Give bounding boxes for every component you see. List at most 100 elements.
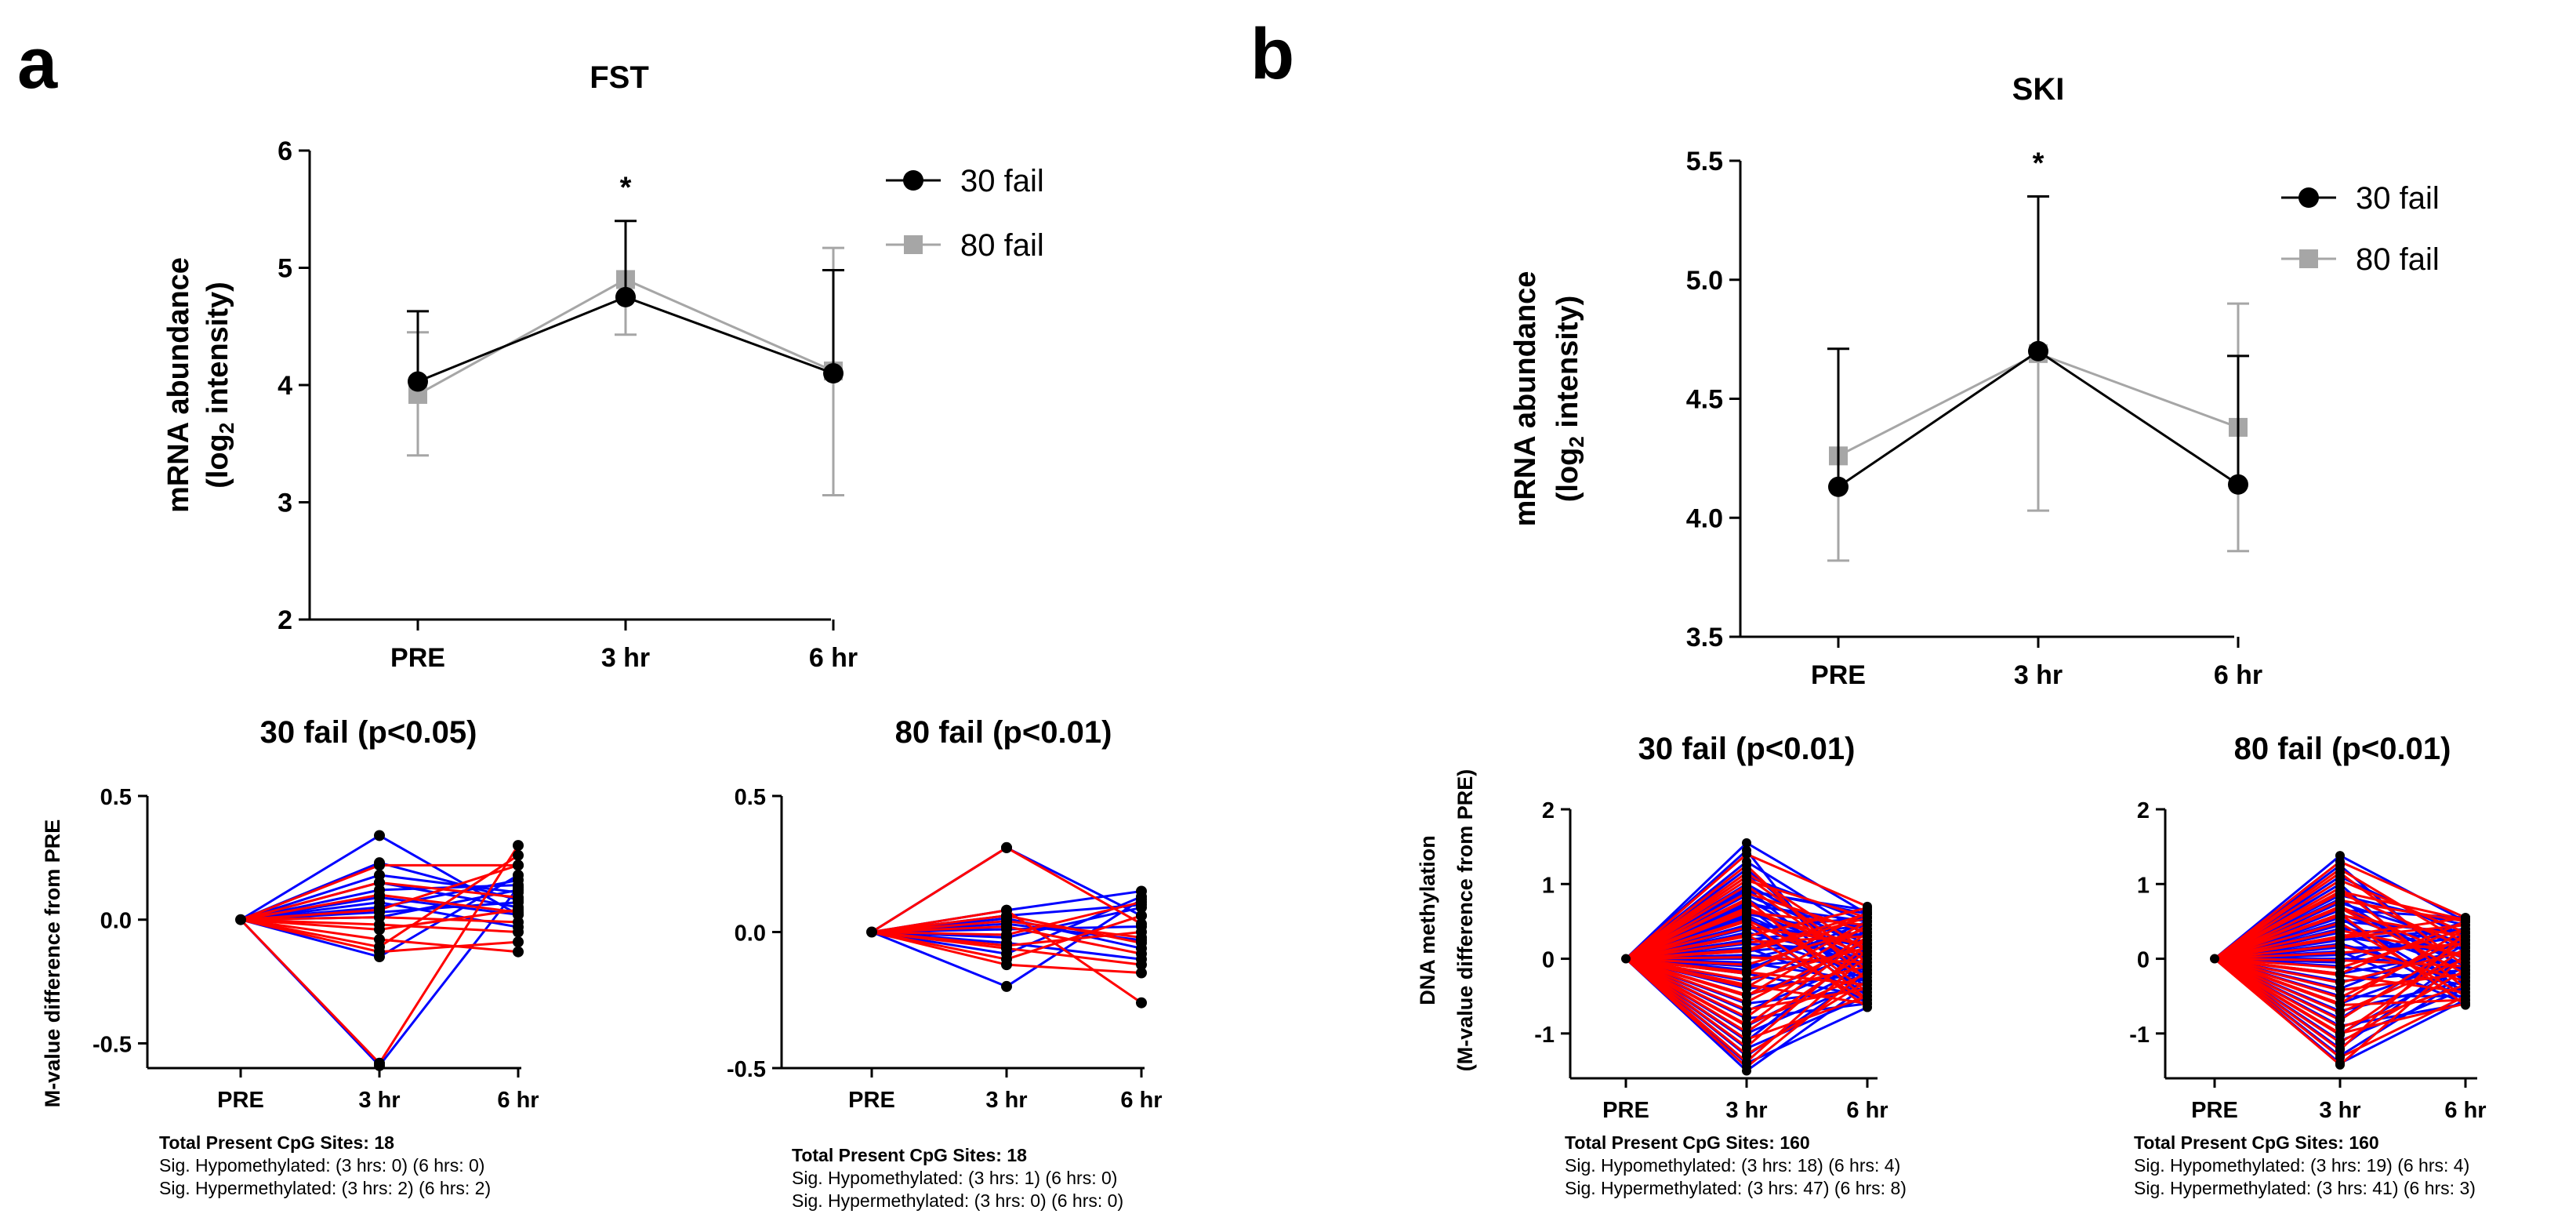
cpg-point [2335, 875, 2345, 885]
legend-label-80-fail: 80 fail [2356, 242, 2440, 277]
cpg-point [2335, 1008, 2345, 1018]
cpg-point [1742, 969, 1751, 979]
y-tick-label: 5.0 [1686, 266, 1723, 296]
cpg-point [1136, 967, 1147, 979]
cpg-point [1863, 920, 1872, 930]
cpg-point [1742, 1012, 1751, 1022]
cpg-point [1136, 937, 1147, 949]
chart-title: 80 fail (p<0.01) [895, 715, 1112, 750]
cpg-point [1863, 976, 1872, 987]
cpg-point [374, 859, 385, 871]
cpg-point [1742, 838, 1751, 848]
chart-title: FST [590, 60, 649, 95]
cpg-point [1136, 959, 1147, 971]
y-axis-label: mRNA abundance [1509, 271, 1542, 527]
notes-hypermethylated: Sig. Hypermethylated: (3 hrs: 2) (6 hrs:… [159, 1178, 491, 1198]
cpg-point [1742, 1041, 1751, 1052]
legend-label-30-fail: 30 fail [2356, 181, 2440, 216]
cpg-point [513, 936, 524, 948]
pre-point [2210, 954, 2219, 964]
y-tick-label: -0.5 [93, 1032, 132, 1057]
cpg-point [2335, 1045, 2345, 1055]
cpg-point [1863, 950, 1872, 960]
cpg-point [2461, 924, 2470, 934]
y-axis-label-units: (log2 intensity) [201, 282, 238, 489]
x-tick-label: 3 hr [1725, 1098, 1767, 1123]
data-point-circle [823, 363, 844, 384]
cpg-point [1742, 1034, 1751, 1045]
cpg-point [2335, 909, 2345, 919]
cpg-point [1136, 948, 1147, 960]
notes-hypomethylated: Sig. Hypomethylated: (3 hrs: 1) (6 hrs: … [792, 1168, 1117, 1188]
data-point-circle [2228, 474, 2248, 495]
cpg-point [374, 1057, 385, 1069]
cpg-point [1863, 965, 1872, 975]
cpg-point [1742, 894, 1751, 904]
y-axis-label: mRNA abundance [162, 257, 195, 513]
cpg-point [1742, 1005, 1751, 1015]
y-tick-label: 1 [1542, 873, 1555, 898]
cpg-point [1863, 958, 1872, 968]
notes-hypermethylated: Sig. Hypermethylated: (3 hrs: 41) (6 hrs… [2134, 1178, 2476, 1198]
cpg-point [1863, 998, 1872, 1008]
cpg-point [513, 859, 524, 871]
chart-ski: SKI 3.5 4.0 4.5 5.0 5.5 PRE 3 hr 6 hr mRNA abunda… [1509, 72, 2440, 690]
cpg-point [1001, 910, 1012, 921]
cpg-point [1863, 931, 1872, 941]
chart-fst-30-fail: 30 fail (p<0.05) 0.5 0.0 -0.5 PRE 3 hr 6 hr M-v… [41, 715, 539, 1198]
pre-point [866, 926, 877, 938]
y-axis-label-units: (log2 intensity) [1551, 296, 1588, 503]
y-tick-label: 0 [1542, 948, 1555, 973]
y-tick-label: 2 [278, 605, 292, 635]
x-tick-label: PRE [390, 643, 445, 673]
y-tick-label: 2 [1542, 798, 1555, 823]
cpg-point [2335, 1028, 2345, 1038]
data-point-circle [1828, 476, 1849, 497]
cpg-point [2335, 940, 2345, 950]
y-tick-label: 1 [2137, 873, 2150, 898]
y-axis-label: M-value difference from PRE [41, 820, 64, 1108]
cpg-point [513, 849, 524, 861]
cpg-point [2335, 978, 2345, 988]
y-tick-label: -1 [1534, 1023, 1555, 1048]
x-tick-label: 3 hr [601, 643, 650, 673]
y-axis-label-subscript: 2 [215, 423, 238, 434]
cpg-point [1742, 947, 1751, 957]
x-tick-label: 6 hr [1846, 1098, 1888, 1123]
cpg-point [2461, 991, 2470, 1001]
cpg-point [1136, 926, 1147, 938]
cpg-point [1742, 991, 1751, 1001]
cpg-point [513, 869, 524, 881]
x-tick-label: PRE [1602, 1098, 1649, 1123]
x-tick-label: 6 hr [2444, 1098, 2486, 1123]
cpg-point [1863, 943, 1872, 953]
pre-point [1621, 954, 1631, 964]
cpg-point [513, 904, 524, 916]
cpg-point [1742, 871, 1751, 881]
x-tick-label: PRE [217, 1088, 264, 1113]
cpg-point [2335, 998, 2345, 1008]
legend-marker-30-fail [2298, 187, 2319, 208]
notes-total-cpg: Total Present CpG Sites: 160 [2134, 1132, 2379, 1153]
y-axis-label-units-prefix: (log [1551, 448, 1584, 503]
cpg-point [1742, 979, 1751, 990]
cpg-point [1742, 960, 1751, 970]
chart-title: 30 fail (p<0.05) [260, 715, 477, 750]
y-tick-label: 0.5 [735, 785, 766, 810]
legend-marker-30-fail [903, 170, 923, 191]
cpg-point [374, 941, 385, 953]
x-tick-label: PRE [2191, 1098, 2238, 1123]
x-tick-label: 3 hr [2319, 1098, 2360, 1123]
y-axis-label-units-prefix: (log [201, 434, 234, 489]
cpg-point [1742, 905, 1751, 915]
cpg-point [2335, 947, 2345, 958]
y-tick-label: -0.5 [727, 1057, 766, 1082]
notes-total-cpg: Total Present CpG Sites: 160 [1565, 1132, 1810, 1153]
chart-title: 80 fail (p<0.01) [2234, 732, 2451, 766]
significance-star: * [620, 172, 632, 205]
cpg-point [2335, 1038, 2345, 1048]
pre-point [235, 914, 246, 925]
y-tick-label: 0.0 [100, 909, 132, 934]
